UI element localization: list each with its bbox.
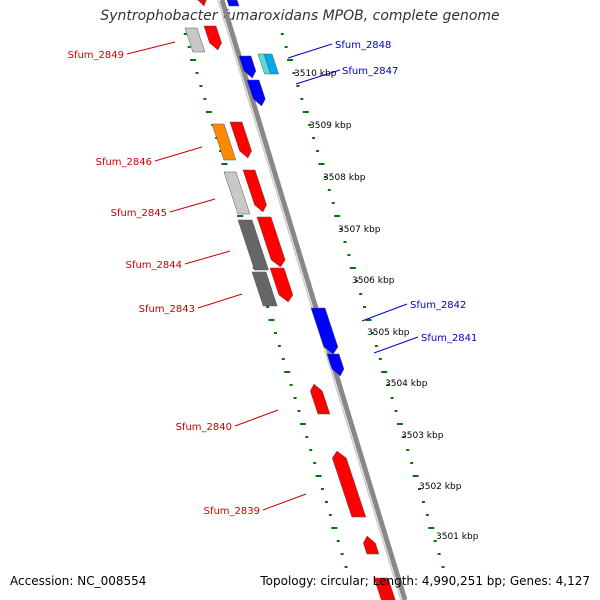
gene-feature [246,79,266,107]
scale-label: 3507 kbp [338,225,381,235]
gene-feature [226,0,240,7]
gene-feature [229,121,252,159]
scale-label: 3506 kbp [352,276,395,286]
scale-label: 3501 kbp [436,532,479,542]
gene-label[interactable]: Sfum_2849 [68,50,124,61]
leader-line [295,69,341,85]
gene-feature [237,219,269,271]
scale-label: 3504 kbp [385,379,428,389]
gene-label[interactable]: Sfum_2840 [176,422,232,433]
leader-line [361,303,408,322]
leader-line [262,493,307,511]
backbone-line [219,0,408,600]
scale-label: 3503 kbp [401,431,444,441]
leader-line [287,43,333,59]
leader-line [197,293,243,309]
leader-line [126,41,176,55]
gene-feature [251,271,278,307]
scale-label: 3510 kbp [294,69,337,79]
scale-label: 3505 kbp [367,328,410,338]
gene-feature [310,383,331,415]
gene-feature [203,25,222,51]
gene-feature [269,267,294,303]
map-title: Syntrophobacter fumaroxidans MPOB, compl… [100,8,500,24]
leader-line [169,198,216,213]
leader-line [154,146,203,162]
gene-label[interactable]: Sfum_2847 [342,66,398,77]
gene-feature [196,0,208,7]
gene-label[interactable]: Sfum_2841 [421,333,477,344]
gene-feature [223,171,251,215]
gene-feature [363,535,380,555]
genome-summary: Topology: circular; Length: 4,990,251 bp… [260,574,590,588]
gene-feature [263,53,279,75]
gene-feature [332,450,367,518]
genome-backbone [217,0,408,600]
gene-feature [211,123,237,161]
scale-label: 3502 kbp [419,482,462,492]
label-leader-lines [126,41,419,511]
gene-label[interactable]: Sfum_2846 [96,157,152,168]
leader-line [184,250,231,265]
gene-feature [184,27,206,53]
backbone-edge [217,0,402,600]
gene-feature [310,307,339,355]
tick-marks [183,33,445,568]
gene-features [184,0,396,600]
gene-label[interactable]: Sfum_2842 [410,300,466,311]
gene-feature [326,353,345,377]
gene-feature [238,55,257,79]
leader-line [373,336,419,354]
gene-label[interactable]: Sfum_2844 [126,260,182,271]
leader-line [234,409,279,427]
gene-label[interactable]: Sfum_2845 [111,208,167,219]
gene-label[interactable]: Sfum_2839 [204,506,260,517]
gene-feature [373,577,396,600]
accession-text: Accession: NC_008554 [10,574,147,588]
gene-feature [242,169,267,213]
gene-feature [256,216,286,268]
gene-label[interactable]: Sfum_2848 [335,40,391,51]
gene-label[interactable]: Sfum_2843 [139,304,195,315]
scale-label: 3509 kbp [309,121,352,131]
scale-label: 3508 kbp [323,173,366,183]
